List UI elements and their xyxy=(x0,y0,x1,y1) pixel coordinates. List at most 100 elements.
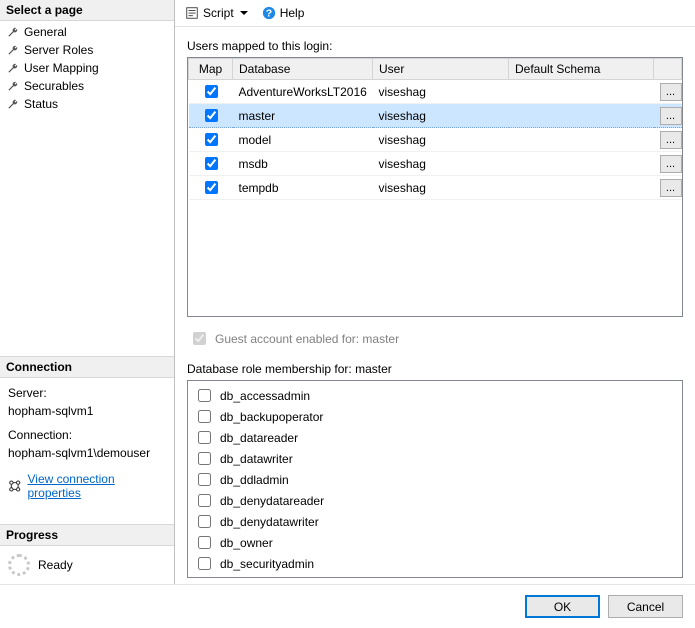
role-checkbox[interactable] xyxy=(198,515,211,528)
cell-user: viseshag xyxy=(373,104,509,128)
guest-account-row: Guest account enabled for: master xyxy=(187,323,683,354)
role-checkbox[interactable] xyxy=(198,431,211,444)
server-value: hopham-sqlvm1 xyxy=(8,402,166,420)
page-item-server-roles[interactable]: Server Roles xyxy=(0,41,174,59)
col-header-map[interactable]: Map xyxy=(189,59,233,80)
progress-header: Progress xyxy=(0,524,174,546)
connection-icon xyxy=(8,479,21,493)
connection-value: hopham-sqlvm1\demouser xyxy=(8,444,166,462)
roles-listbox[interactable]: db_accessadmin db_backupoperator db_datare… xyxy=(187,380,683,578)
toolbar: Script ? Help xyxy=(175,0,695,27)
role-checkbox[interactable] xyxy=(198,557,211,570)
page-item-securables[interactable]: Securables xyxy=(0,77,174,95)
col-header-schema[interactable]: Default Schema xyxy=(509,59,654,80)
role-item[interactable]: db_backupoperator xyxy=(194,406,676,427)
col-header-database[interactable]: Database xyxy=(233,59,373,80)
page-item-general[interactable]: General xyxy=(0,23,174,41)
role-label: db_datawriter xyxy=(220,452,293,466)
role-label: db_accessadmin xyxy=(220,389,310,403)
role-item[interactable]: db_denydatareader xyxy=(194,490,676,511)
map-checkbox[interactable] xyxy=(205,133,218,146)
role-item[interactable]: db_owner xyxy=(194,532,676,553)
role-item[interactable]: db_denydatawriter xyxy=(194,511,676,532)
role-checkbox[interactable] xyxy=(198,494,211,507)
cell-schema[interactable] xyxy=(509,80,654,104)
script-label: Script xyxy=(203,6,234,20)
role-item[interactable]: db_ddladmin xyxy=(194,469,676,490)
table-row[interactable]: AdventureWorksLT2016viseshag... xyxy=(189,80,682,104)
cell-database: master xyxy=(233,104,373,128)
help-button[interactable]: ? Help xyxy=(262,6,305,20)
map-checkbox[interactable] xyxy=(205,157,218,170)
role-item[interactable]: db_datawriter xyxy=(194,448,676,469)
grid-header-row: Map Database User Default Schema xyxy=(189,59,682,80)
help-icon: ? xyxy=(262,6,276,20)
table-row[interactable]: msdbviseshag... xyxy=(189,152,682,176)
progress-status: Ready xyxy=(38,558,73,572)
role-checkbox[interactable] xyxy=(198,473,211,486)
ok-button[interactable]: OK xyxy=(525,595,600,618)
table-row[interactable]: modelviseshag... xyxy=(189,128,682,152)
cell-user: viseshag xyxy=(373,176,509,200)
page-item-status[interactable]: Status xyxy=(0,95,174,113)
browse-schema-button[interactable]: ... xyxy=(660,155,682,173)
cell-user: viseshag xyxy=(373,80,509,104)
cell-schema[interactable] xyxy=(509,176,654,200)
role-checkbox[interactable] xyxy=(198,410,211,423)
login-properties-dialog: Select a page GeneralServer RolesUser Ma… xyxy=(0,0,695,628)
browse-schema-button[interactable]: ... xyxy=(660,131,682,149)
browse-schema-button[interactable]: ... xyxy=(660,83,682,101)
role-label: db_datareader xyxy=(220,431,298,445)
view-connection-properties-link[interactable]: View connection properties xyxy=(27,472,166,500)
roles-label: Database role membership for: master xyxy=(187,362,683,376)
map-checkbox[interactable] xyxy=(205,85,218,98)
script-dropdown[interactable]: Script xyxy=(185,6,248,20)
cell-database: AdventureWorksLT2016 xyxy=(233,80,373,104)
view-connection-properties[interactable]: View connection properties xyxy=(0,468,174,504)
role-label: db_backupoperator xyxy=(220,410,323,424)
page-item-label: User Mapping xyxy=(24,61,99,75)
role-item[interactable]: db_datareader xyxy=(194,427,676,448)
connection-block: Server: hopham-sqlvm1 Connection: hopham… xyxy=(0,378,174,468)
role-checkbox[interactable] xyxy=(198,389,211,402)
col-header-browse xyxy=(654,59,682,80)
page-list: General Server Roles User Mapping Securable… xyxy=(0,21,174,115)
page-item-user-mapping[interactable]: User Mapping xyxy=(0,59,174,77)
main-split: Select a page GeneralServer RolesUser Ma… xyxy=(0,0,695,584)
chevron-down-icon xyxy=(240,11,248,15)
wrench-icon xyxy=(6,26,19,39)
table-row[interactable]: masterviseshag... xyxy=(189,104,682,128)
role-item[interactable]: db_accessadmin xyxy=(194,385,676,406)
progress-block: Ready xyxy=(0,546,174,584)
script-icon xyxy=(185,6,199,20)
svg-text:?: ? xyxy=(265,8,271,20)
wrench-icon xyxy=(6,62,19,75)
right-pane: Script ? Help Users mapped to this login… xyxy=(175,0,695,584)
cell-database: msdb xyxy=(233,152,373,176)
map-checkbox[interactable] xyxy=(205,181,218,194)
role-item[interactable]: public xyxy=(194,574,676,578)
cancel-button[interactable]: Cancel xyxy=(608,595,683,618)
wrench-icon xyxy=(6,80,19,93)
users-mapped-grid[interactable]: Map Database User Default Schema Adventu… xyxy=(187,57,683,317)
cell-schema[interactable] xyxy=(509,152,654,176)
cell-schema[interactable] xyxy=(509,128,654,152)
browse-schema-button[interactable]: ... xyxy=(660,179,682,197)
cell-database: model xyxy=(233,128,373,152)
cell-schema[interactable] xyxy=(509,104,654,128)
role-checkbox[interactable] xyxy=(198,536,211,549)
guest-account-checkbox xyxy=(193,332,206,345)
browse-schema-button[interactable]: ... xyxy=(660,107,682,125)
role-checkbox[interactable] xyxy=(198,452,211,465)
left-pane: Select a page GeneralServer RolesUser Ma… xyxy=(0,0,175,584)
dialog-footer: OK Cancel xyxy=(0,584,695,628)
col-header-user[interactable]: User xyxy=(373,59,509,80)
table-row[interactable]: tempdbviseshag... xyxy=(189,176,682,200)
role-item[interactable]: db_securityadmin xyxy=(194,553,676,574)
page-item-label: Status xyxy=(24,97,58,111)
server-label: Server: xyxy=(8,384,166,402)
map-checkbox[interactable] xyxy=(205,109,218,122)
page-item-label: General xyxy=(24,25,67,39)
cell-database: tempdb xyxy=(233,176,373,200)
connection-label: Connection: xyxy=(8,426,166,444)
